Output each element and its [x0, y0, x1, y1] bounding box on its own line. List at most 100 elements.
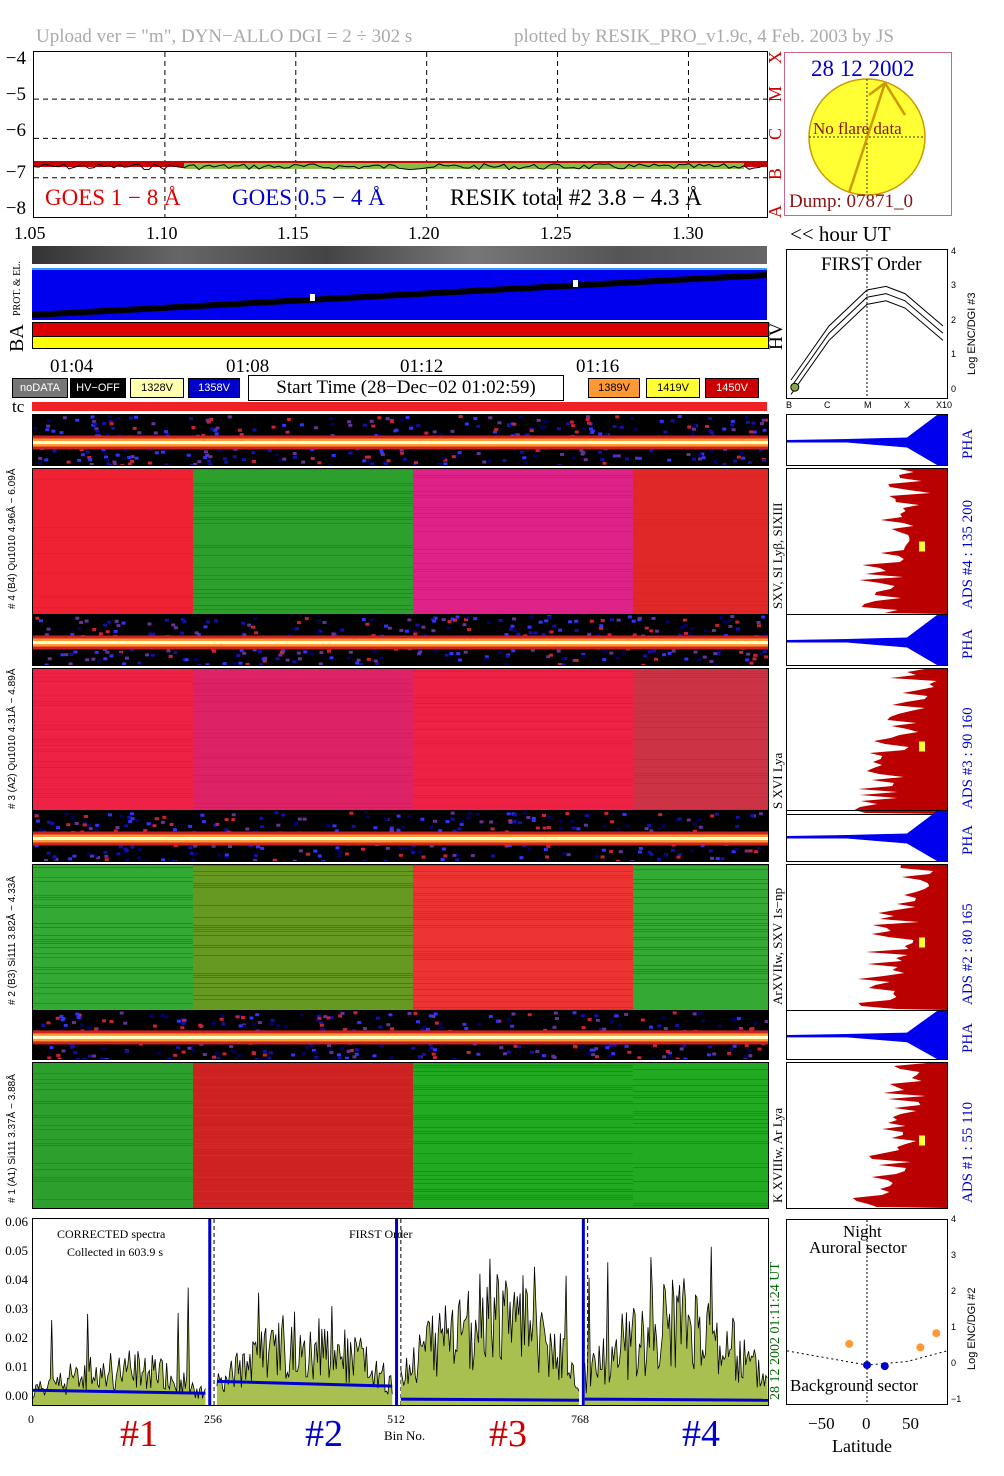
band-line [33, 923, 193, 924]
heat-pixel [136, 856, 141, 860]
heat-pixel [121, 456, 126, 460]
band-line [413, 495, 633, 496]
heat-pixel [285, 658, 290, 662]
band-line [413, 1131, 633, 1132]
channel-strip-label: # 2 (B3) Si111 3.82Å − 4.33Å [7, 876, 18, 1005]
band-line [193, 523, 413, 524]
heat-pixel [600, 619, 605, 623]
band-line [633, 979, 768, 980]
heat-pixel [732, 1044, 737, 1048]
band-line [413, 887, 633, 888]
band-line [33, 1079, 193, 1080]
lat-ytick: −1 [951, 1394, 962, 1404]
particle-strip [32, 246, 767, 264]
band-line [193, 1077, 413, 1078]
band-line [193, 691, 413, 692]
heat-pixel [586, 415, 591, 419]
heat-pixel [599, 1027, 604, 1031]
hv-point [790, 382, 800, 392]
heat-pixel [722, 462, 727, 465]
heat-pixel [611, 1052, 616, 1056]
heat-pixel [111, 426, 116, 430]
heat-pixel [119, 814, 124, 818]
heat-pixel [191, 1049, 196, 1053]
heat-pixel [507, 423, 512, 427]
heat-pixel [379, 448, 384, 452]
band-line [413, 469, 633, 470]
hv-curve [790, 300, 944, 395]
heat-pixel [64, 812, 69, 816]
heat-pixel [457, 827, 462, 831]
band-line [633, 569, 768, 570]
heat-pixel [41, 1023, 46, 1027]
heat-pixel [444, 653, 449, 657]
channel-strip-label: # 1 (A1) Si111 3.37Å − 3.88Å [7, 1074, 18, 1203]
band-line [413, 779, 633, 780]
heat-pixel [731, 1017, 736, 1021]
band-line [413, 995, 633, 996]
band-line [413, 953, 633, 954]
band-line [193, 737, 413, 738]
band-line [633, 869, 768, 870]
heat-pixel [222, 1052, 227, 1056]
band-line [413, 703, 633, 704]
lat-y-axis: 4 3 2 1 0 −1 [951, 1214, 963, 1408]
heat-pixel [103, 850, 108, 854]
heat-pixel [748, 1054, 753, 1058]
heat-pixel [548, 653, 553, 657]
heat-pixel [549, 630, 554, 634]
heat-pixel [164, 430, 169, 434]
band-line [633, 469, 768, 470]
heat-pixel [507, 844, 512, 848]
goes-ytick: −8 [5, 198, 26, 219]
heat-pixel [330, 422, 335, 426]
heat-pixel [396, 814, 401, 818]
band-line [193, 807, 413, 808]
heat-pixel [692, 829, 697, 833]
heat-pixel [651, 616, 656, 620]
heat-pixel [661, 1016, 666, 1020]
heat-pixel [152, 824, 157, 828]
tc-strip [32, 402, 767, 411]
heat-pixel [604, 1044, 609, 1048]
heat-pixel [105, 432, 110, 436]
band-segment [33, 1063, 193, 1208]
ads-panel [786, 468, 948, 615]
heat-pixel [137, 431, 142, 435]
legend-hv-off: HV−OFF [70, 378, 126, 398]
heat-pixel [375, 662, 380, 665]
heat-pixel [334, 829, 339, 833]
heat-pixel [208, 463, 213, 465]
heat-pixel [542, 826, 547, 830]
band-line [633, 939, 768, 940]
band-line [33, 877, 193, 878]
heat-pixel [180, 1026, 185, 1030]
heat-pixel [429, 844, 434, 848]
heat-pixel [741, 456, 746, 460]
band-line [633, 703, 768, 704]
heat-pixel [320, 860, 325, 861]
band-line [633, 597, 768, 598]
heat-pixel [407, 1012, 412, 1016]
heat-pixel [325, 823, 330, 827]
heat-pixel [388, 1013, 393, 1017]
sun-arrow [847, 82, 887, 194]
band-line [413, 1189, 633, 1190]
heat-pixel [536, 418, 541, 422]
band-line [33, 1139, 193, 1140]
band-line [33, 789, 193, 790]
band-line [33, 765, 193, 766]
heat-pixel [483, 657, 488, 661]
heat-pixel [599, 624, 604, 628]
band-line [413, 901, 633, 902]
band-line [633, 523, 768, 524]
heat-pixel [691, 427, 696, 431]
heat-pixel [707, 416, 712, 420]
heat-pixel [346, 1049, 351, 1053]
heat-pixel [172, 828, 177, 832]
heat-pixel [630, 416, 635, 420]
heat-pixel [182, 1018, 187, 1022]
heat-pixel [95, 823, 100, 827]
heat-pixel [719, 616, 724, 620]
ads-panel [786, 1062, 948, 1209]
